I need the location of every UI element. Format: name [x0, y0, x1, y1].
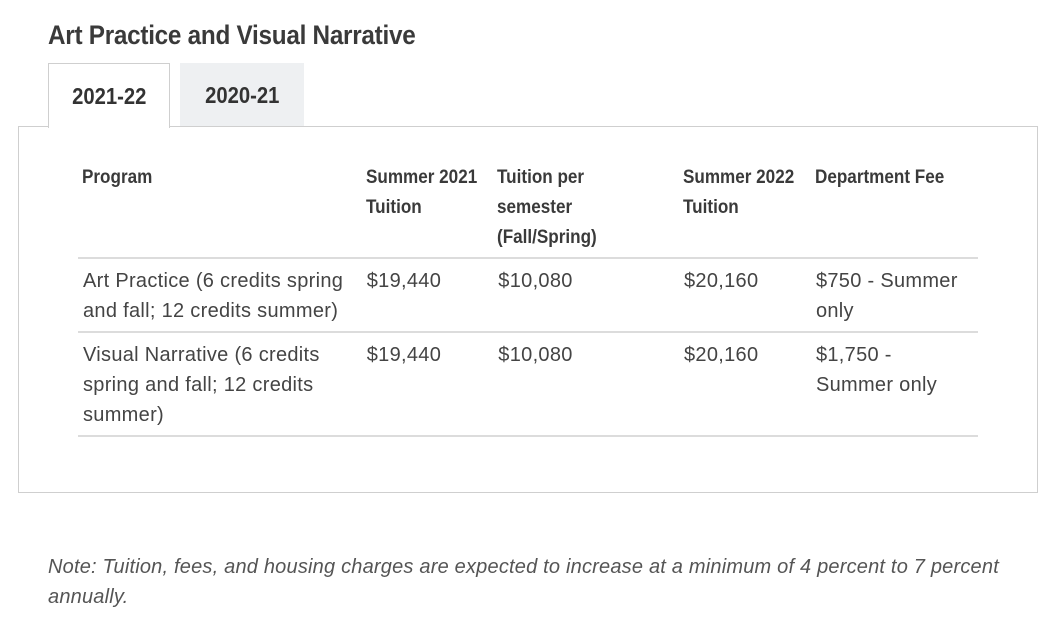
table-row: Visual Narrative (6 credits spring and f… — [78, 332, 978, 437]
tab-label: 2020-21 — [204, 81, 280, 108]
tab-2020-21[interactable]: 2020-21 — [180, 63, 304, 127]
table-header-row: Program Summer 2021 Tuition Tuition per se… — [78, 155, 978, 259]
tab-2021-22[interactable]: 2021-22 — [48, 63, 170, 128]
tuition-note: Note: Tuition, fees, and housing charges… — [48, 556, 999, 608]
header-summer-2022: Summer 2022 Tuition — [678, 155, 811, 259]
header-summer-2021: Summer 2021 Tuition — [361, 155, 494, 259]
header-program: Program — [78, 155, 362, 259]
cell-per-semester: $10,080 — [493, 258, 679, 333]
cell-department-fee: $750 - Summer only — [810, 258, 978, 333]
header-department-fee: Department Fee — [810, 155, 978, 259]
cell-summer-2021: $19,440 — [361, 258, 494, 333]
tuition-table: Program Summer 2021 Tuition Tuition per se… — [78, 155, 978, 437]
tab-label: 2021-22 — [71, 82, 147, 109]
cell-program: Visual Narrative (6 credits spring and f… — [78, 332, 362, 437]
header-per-semester: Tuition per semester (Fall/Spring) — [493, 155, 679, 259]
tab-panel: Program Summer 2021 Tuition Tuition per se… — [18, 126, 1038, 493]
cell-program: Art Practice (6 credits spring and fall;… — [78, 258, 362, 333]
cell-summer-2022: $20,160 — [678, 332, 811, 437]
cell-summer-2022: $20,160 — [678, 258, 811, 333]
cell-summer-2021: $19,440 — [361, 332, 494, 437]
page-title: Art Practice and Visual Narrative — [48, 20, 416, 50]
table-row: Art Practice (6 credits spring and fall;… — [78, 258, 978, 333]
cell-per-semester: $10,080 — [493, 332, 679, 437]
cell-department-fee: $1,750 - Summer only — [810, 332, 978, 437]
